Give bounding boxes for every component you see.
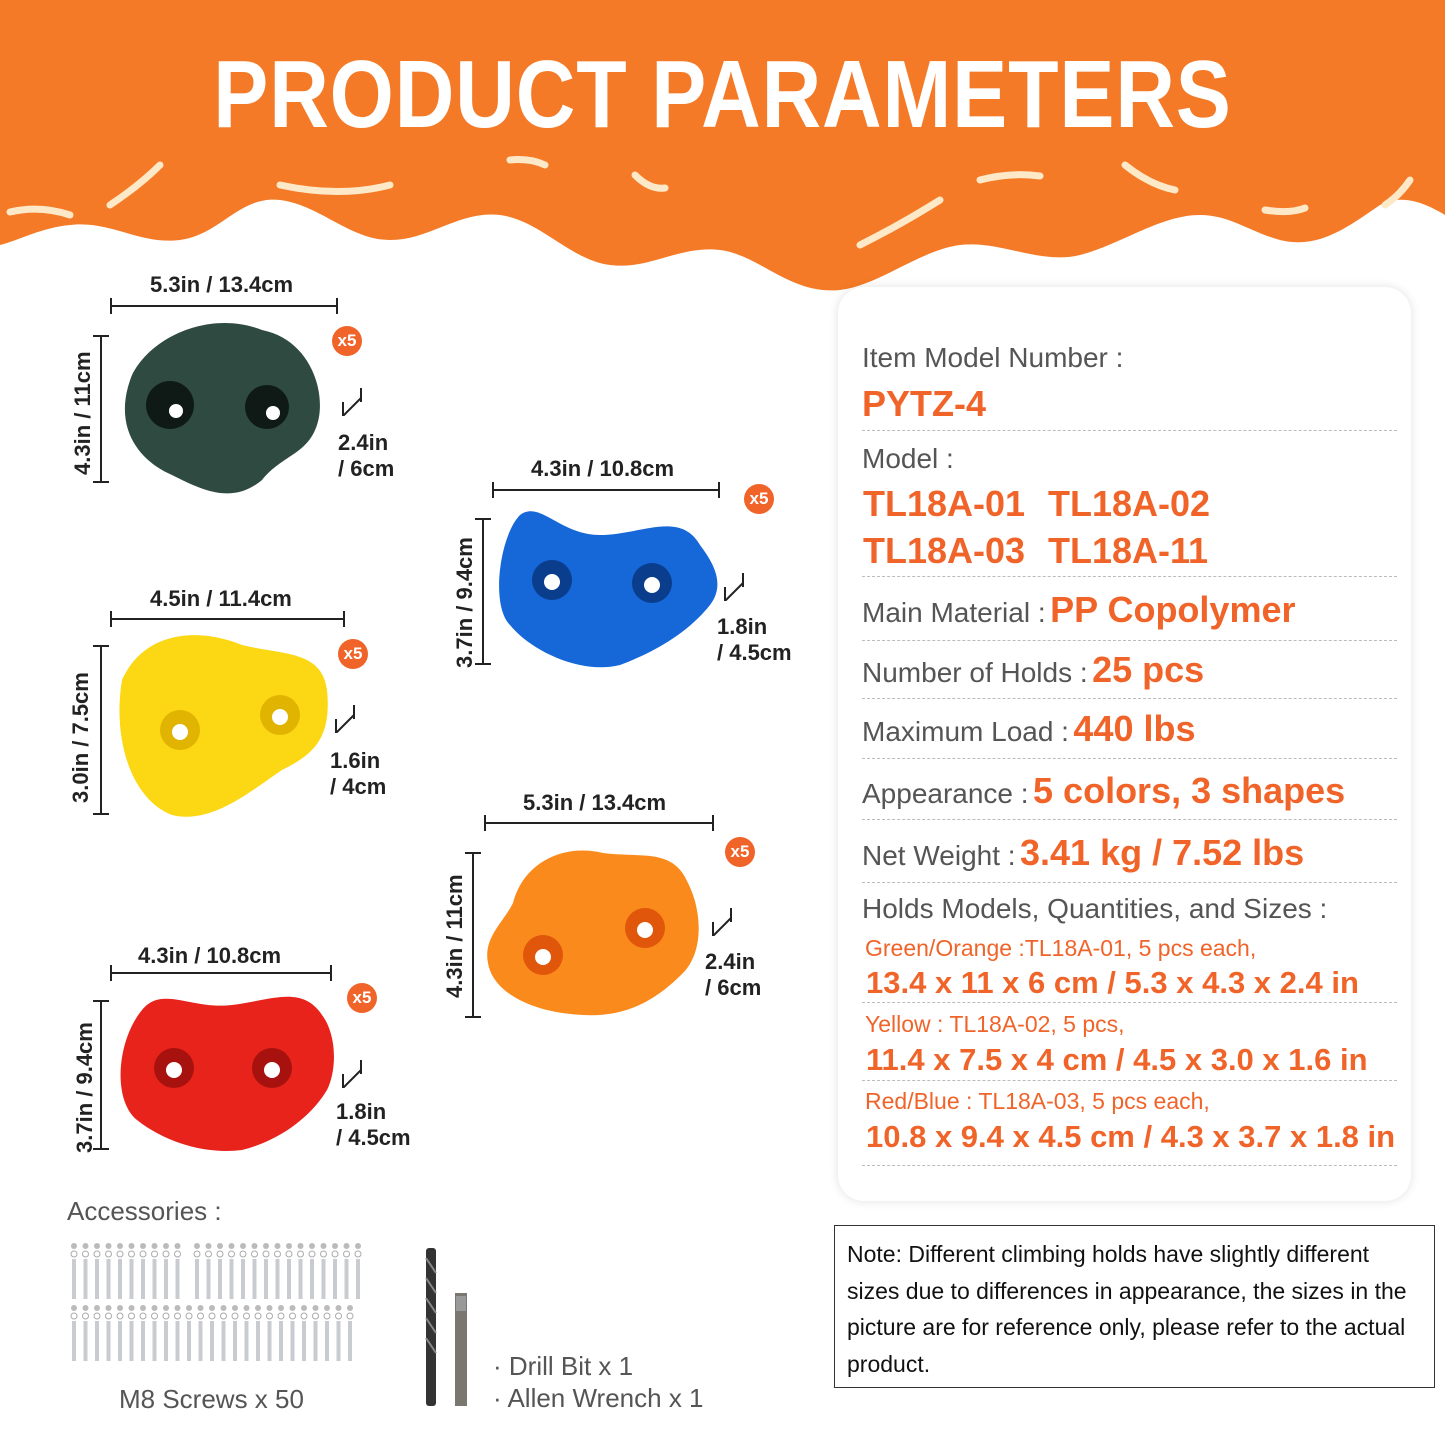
height-line	[93, 1000, 109, 1150]
screws-image	[70, 1243, 362, 1361]
depth-icon	[342, 1060, 362, 1088]
model-value: TL18A-03	[863, 530, 1026, 571]
height-label: 4.3in / 11cm	[70, 351, 95, 475]
material-row: Main Material : PP Copolymer	[862, 589, 1296, 631]
width-line	[110, 298, 338, 314]
height-line	[93, 645, 109, 815]
load-value: 440 lbs	[1073, 708, 1196, 749]
model-value: TL18A-02	[1048, 483, 1211, 524]
hold-image	[120, 996, 334, 1151]
size-desc: Yellow : TL18A-02, 5 pcs,	[865, 1011, 1125, 1037]
model-label: Model :	[862, 443, 954, 474]
divider	[862, 882, 1397, 883]
depth-label: 1.8in/ 4.5cm	[717, 614, 792, 666]
height-label: 3.7in / 9.4cm	[72, 1022, 97, 1153]
holds-row: Number of Holds : 25 pcs	[862, 649, 1204, 691]
depth-cm: / 4.5cm	[717, 640, 792, 665]
width-label: 4.5in / 11.4cm	[150, 586, 292, 611]
depth-icon	[342, 388, 362, 416]
depth-icon	[712, 908, 732, 936]
depth-inches: 2.4in	[705, 949, 756, 974]
width-label: 4.3in / 10.8cm	[138, 943, 282, 968]
load-row: Maximum Load : 440 lbs	[862, 708, 1196, 750]
quantity-badge: x5	[725, 837, 755, 867]
width-line	[484, 815, 714, 831]
model-value: TL18A-01	[863, 483, 1026, 524]
depth-inches: 1.6in	[330, 748, 381, 773]
height-line	[93, 335, 109, 483]
width-line	[110, 611, 345, 627]
divider	[862, 1080, 1397, 1081]
appearance-row: Appearance : 5 colors, 3 shapes	[862, 770, 1345, 812]
page-title: PRODUCT PARAMETERS	[213, 41, 1232, 148]
height-line	[465, 852, 481, 1018]
divider	[862, 698, 1397, 699]
quantity-badge: x5	[347, 983, 377, 1013]
height-label: 3.0in / 7.5cm	[68, 672, 93, 803]
material-label: Main Material :	[862, 597, 1046, 628]
size-desc: Red/Blue : TL18A-03, 5 pcs each,	[865, 1088, 1210, 1114]
divider	[862, 1165, 1397, 1166]
depth-icon	[724, 573, 744, 601]
appearance-value: 5 colors, 3 shapes	[1033, 770, 1346, 811]
width-line	[492, 482, 720, 498]
depth-cm: / 4.5cm	[336, 1125, 411, 1150]
material-value: PP Copolymer	[1050, 589, 1296, 630]
appearance-label: Appearance :	[862, 778, 1029, 809]
depth-icon	[335, 705, 355, 733]
screws-label: M8 Screws x 50	[119, 1384, 304, 1414]
divider	[862, 576, 1397, 577]
size-value: 13.4 x 11 x 6 cm / 5.3 x 4.3 x 2.4 in	[866, 965, 1359, 1000]
size-value: 11.4 x 7.5 x 4 cm / 4.5 x 3.0 x 1.6 in	[866, 1042, 1368, 1077]
quantity-badge: x5	[744, 484, 774, 514]
item-model-value: PYTZ-4	[862, 383, 987, 424]
allen-wrench-label: · Allen Wrench x 1	[493, 1383, 704, 1413]
holds-label: Number of Holds :	[862, 657, 1088, 688]
weight-label: Net Weight :	[862, 840, 1016, 871]
width-label: 5.3in / 13.4cm	[523, 790, 667, 815]
holds-value: 25 pcs	[1092, 649, 1205, 690]
note-box: Note: Different climbing holds have slig…	[834, 1225, 1435, 1388]
depth-inches: 1.8in	[336, 1099, 387, 1124]
hold-image	[499, 511, 718, 668]
width-label: 4.3in / 10.8cm	[531, 456, 675, 481]
width-line	[110, 965, 332, 981]
depth-label: 1.6in/ 4cm	[330, 748, 386, 800]
weight-row: Net Weight : 3.41 kg / 7.52 lbs	[862, 832, 1304, 874]
divider	[862, 819, 1397, 820]
item-model-label: Item Model Number :	[862, 342, 1124, 373]
quantity-badge: x5	[338, 639, 368, 669]
accessories-label: Accessories :	[67, 1196, 222, 1226]
divider	[862, 640, 1397, 641]
depth-label: 2.4in/ 6cm	[705, 949, 761, 1001]
hold-image	[487, 850, 699, 1016]
depth-cm: / 6cm	[705, 975, 762, 1000]
depth-inches: 2.4in	[338, 430, 389, 455]
divider	[862, 1002, 1397, 1003]
hold-image	[119, 635, 328, 817]
size-desc: Green/Orange :TL18A-01, 5 pcs each,	[865, 935, 1257, 961]
header-banner	[0, 0, 1445, 291]
depth-label: 1.8in/ 4.5cm	[336, 1099, 411, 1151]
divider	[862, 758, 1397, 759]
weight-value: 3.41 kg / 7.52 lbs	[1020, 832, 1305, 873]
depth-label: 2.4in/ 6cm	[338, 430, 394, 482]
depth-cm: / 4cm	[330, 774, 387, 799]
hold-image	[124, 322, 320, 494]
load-label: Maximum Load :	[862, 716, 1069, 747]
divider	[862, 430, 1397, 431]
height-line	[475, 518, 491, 665]
quantity-badge: x5	[332, 326, 362, 356]
depth-cm: / 6cm	[338, 456, 395, 481]
height-label: 4.3in / 11cm	[442, 874, 467, 998]
sizes-label: Holds Models, Quantities, and Sizes :	[862, 893, 1328, 924]
size-value: 10.8 x 9.4 x 4.5 cm / 4.3 x 3.7 x 1.8 in	[866, 1119, 1396, 1154]
depth-inches: 1.8in	[717, 614, 768, 639]
specs-card: Item Model Number : PYTZ-4 Model : TL18A…	[838, 287, 1411, 1201]
drill-bit-wrench-image	[425, 1248, 467, 1406]
model-value: TL18A-11	[1048, 530, 1209, 571]
width-label: 5.3in / 13.4cm	[150, 272, 294, 297]
height-label: 3.7in / 9.4cm	[452, 537, 477, 668]
drill-bit-label: · Drill Bit x 1	[493, 1351, 634, 1381]
